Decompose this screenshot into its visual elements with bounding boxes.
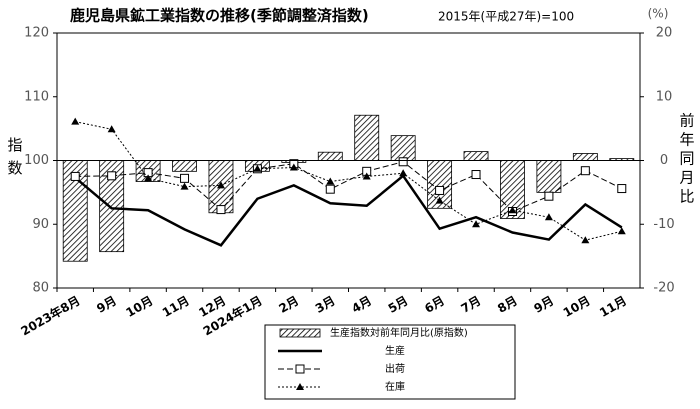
marker — [144, 174, 153, 182]
marker — [107, 125, 116, 133]
x-tick-label: 10月 — [561, 294, 593, 320]
chart-title: 鹿児島県鉱工業指数の推移(季節調整済指数) — [70, 7, 369, 25]
marker — [253, 164, 262, 172]
line — [74, 173, 623, 247]
marker — [216, 205, 226, 215]
line — [75, 161, 623, 213]
x-tick-label: 8月 — [495, 294, 520, 316]
y2-unit: (%) — [648, 7, 669, 21]
x-tick-label: 4月 — [349, 294, 374, 316]
y-tick-label: 120 — [24, 26, 49, 41]
x-tick-label: 2023年8月 — [18, 293, 82, 339]
y-tick-label: 80 — [32, 281, 49, 296]
line — [75, 121, 622, 241]
x-tick-label: 6月 — [422, 294, 447, 316]
marker — [325, 184, 335, 194]
legend-label: 在庫 — [385, 380, 405, 393]
y-tick-label: 90 — [32, 217, 49, 232]
bar — [572, 153, 598, 161]
marker — [71, 117, 80, 125]
marker — [580, 166, 590, 176]
bar — [536, 160, 562, 193]
y2-tick-label: 0 — [660, 153, 668, 168]
y-tick-label: 100 — [24, 153, 49, 168]
marker — [471, 170, 481, 180]
y2-tick-label: 20 — [656, 26, 673, 41]
legend-label: 生産 — [385, 344, 405, 357]
bar — [354, 114, 380, 161]
marker — [289, 163, 298, 171]
y2-tick-label: 10 — [656, 89, 673, 104]
marker — [435, 196, 444, 204]
marker — [326, 177, 335, 185]
marker — [399, 169, 408, 177]
marker — [617, 227, 626, 235]
x-tick-label: 11月 — [160, 294, 192, 320]
bar — [463, 151, 489, 161]
marker — [180, 173, 190, 183]
y2-tick-label: -20 — [653, 281, 674, 296]
marker — [107, 171, 117, 181]
y2-tick-label: -10 — [653, 217, 674, 232]
x-tick-label: 7月 — [459, 294, 484, 316]
marker — [508, 206, 517, 214]
bar — [317, 151, 343, 161]
legend-marker — [296, 383, 304, 390]
bar — [172, 160, 197, 172]
marker — [180, 182, 189, 190]
legend-label: 生産指数対前年同月比(原指数) — [330, 326, 468, 339]
x-tick-label: 3月 — [313, 294, 338, 316]
y2-axis-label: 前年同月比 — [678, 113, 696, 208]
marker — [216, 181, 225, 189]
legend-label: 出荷 — [385, 362, 405, 375]
marker — [398, 157, 408, 167]
bar — [390, 135, 416, 161]
chart-subtitle: 2015年(平成27年)=100 — [438, 10, 574, 24]
y-axis-label: 指数 — [6, 137, 24, 183]
marker — [581, 236, 590, 244]
marker — [544, 191, 554, 201]
x-tick-label: 11月 — [597, 294, 629, 320]
legend-marker — [295, 364, 305, 374]
x-tick-label: 2月 — [276, 294, 301, 316]
marker — [70, 171, 80, 181]
y-tick-label: 110 — [24, 89, 49, 104]
marker — [435, 185, 445, 195]
marker — [472, 220, 481, 228]
marker — [544, 213, 553, 221]
marker — [617, 184, 627, 194]
legend-swatch — [279, 328, 321, 338]
x-tick-label: 9月 — [94, 294, 119, 316]
x-tick-label: 10月 — [123, 294, 155, 320]
x-tick-label: 5月 — [386, 294, 411, 316]
x-tick-label: 9月 — [532, 294, 557, 316]
marker — [362, 172, 371, 180]
